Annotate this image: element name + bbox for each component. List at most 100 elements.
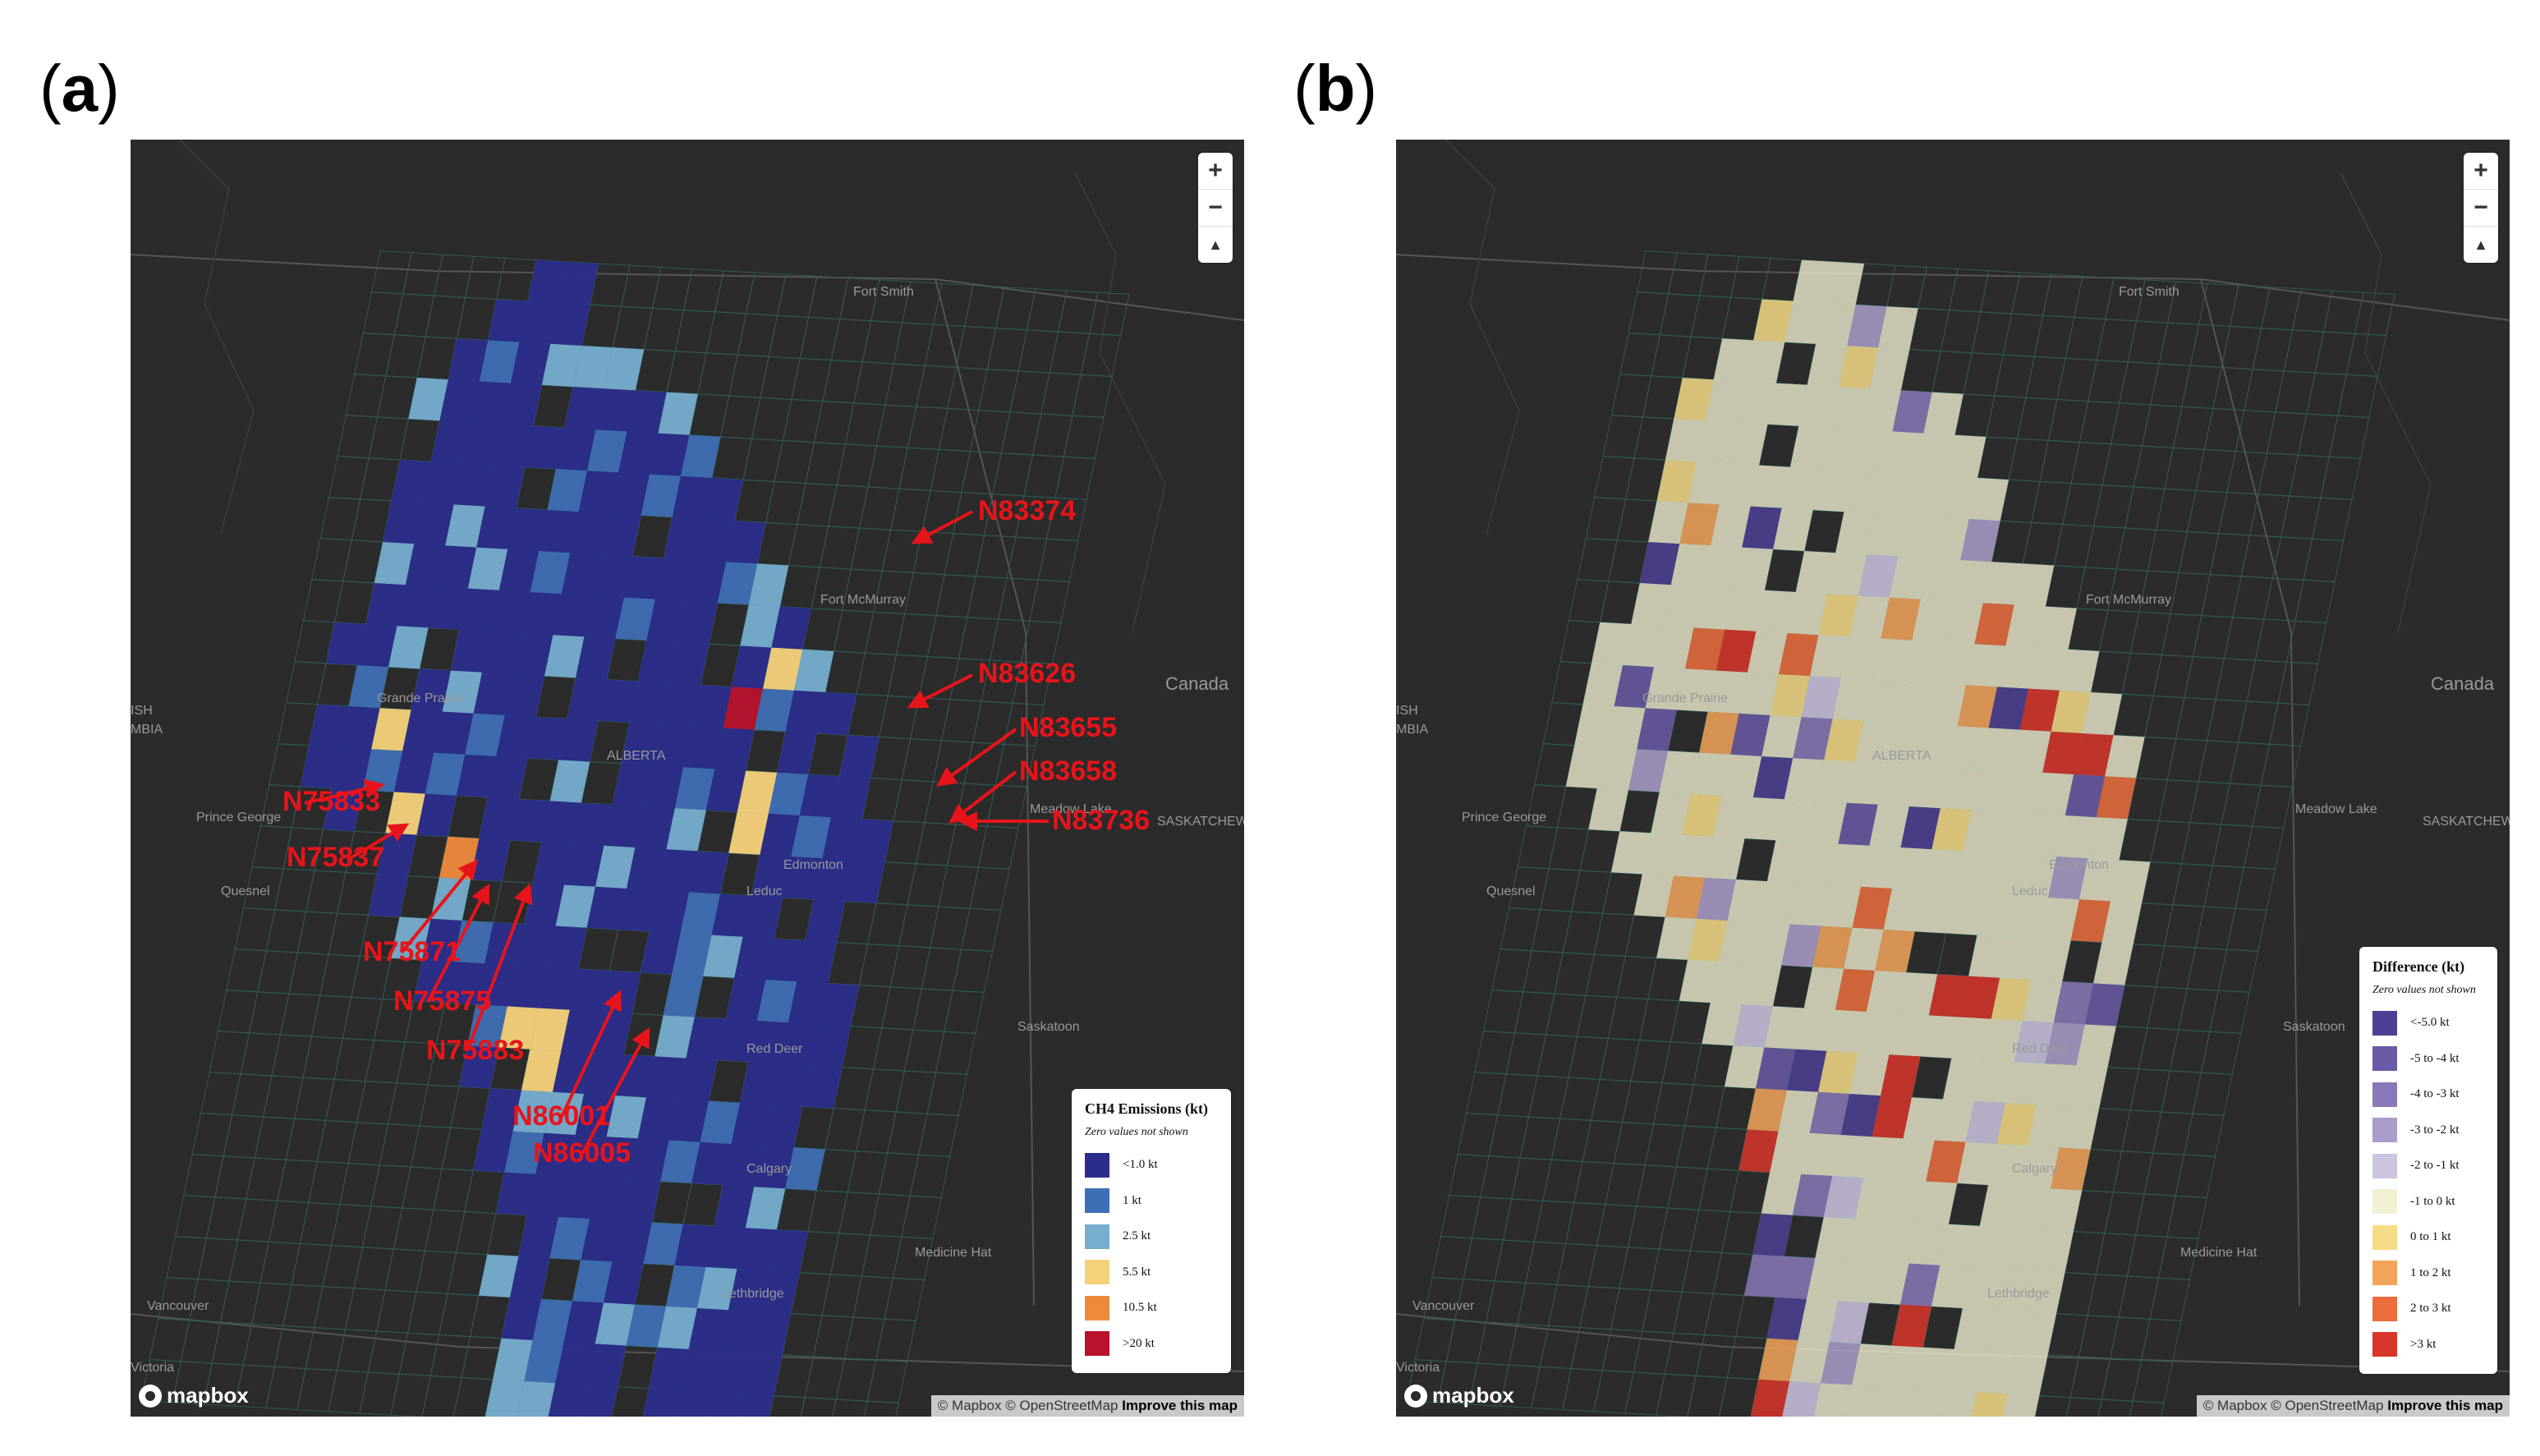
difference-cell [1679,503,1720,546]
emission-cell [479,1254,519,1298]
difference-cell [1767,840,1807,884]
difference-cell [1988,687,2028,730]
place-labels-b: Fort Smith Fort McMurray Canada Grande Prai… [1396,285,2510,1375]
grid-cell [2034,1395,2071,1417]
map-b-canvas[interactable]: Fort Smith Fort McMurray Canada Grande Prai… [1396,140,2510,1417]
emission-cell [504,674,544,718]
difference-cell [2084,983,2125,1027]
difference-cell [1954,851,1995,894]
difference-cell [1748,631,1788,674]
difference-cell [1912,599,1952,642]
difference-cell [1793,717,1833,760]
zoom-out-button[interactable]: − [2464,190,2498,227]
emission-cell [563,1301,604,1344]
emission-cell [751,1311,791,1355]
grid-cell [2065,1397,2102,1417]
legend-item: 0 to 1 kt [2372,1219,2484,1256]
difference-cell [1847,305,1887,348]
emission-cell [473,1129,513,1173]
emission-cell [595,845,636,889]
map-b[interactable]: Fort Smith Fort McMurray Canada Grande Prai… [1396,140,2510,1417]
annotation-arrow [466,883,533,1052]
emission-cell [592,1012,632,1055]
emission-cell [839,735,880,779]
emission-cell [627,390,667,434]
difference-cell [1979,1185,2020,1229]
emission-cell [681,434,721,478]
improve-map-link[interactable]: Improve this map [1122,1398,1238,1413]
legend-swatch [1085,1295,1109,1321]
zoom-out-button[interactable]: − [1198,190,1233,227]
mapbox-logo[interactable]: mapbox [1404,1383,1514,1408]
difference-cell [1996,1103,2037,1146]
difference-cell [2037,606,2077,650]
emission-cell [476,506,517,549]
difference-cell [1744,797,1784,841]
emission-cell [711,1351,751,1394]
difference-cell [1875,472,1915,516]
emission-cell [623,556,664,599]
emission-cell [411,668,451,712]
legend-item: 2.5 kt [1085,1219,1218,1255]
difference-cell [1878,306,1918,350]
map-a-canvas[interactable]: Fort Smith Fort McMurray Canada Grande Prai… [131,140,1244,1417]
mapbox-logo[interactable]: mapbox [139,1383,249,1408]
grid-cell [863,1400,899,1417]
difference-cell [1858,1012,1898,1055]
emission-cell [535,1132,576,1176]
emission-cell [393,751,434,794]
difference-cell [1926,1140,1966,1183]
emission-cell [576,636,616,680]
difference-cell [2105,735,2145,779]
difference-cell [1645,667,1685,710]
difference-cell [1730,713,1771,756]
annotation-label: N83374 [978,495,1076,526]
grid-cell [1656,1373,1697,1417]
legend-item: >3 kt [2372,1327,2484,1363]
difference-cell [1994,811,2034,855]
emission-cell [555,884,595,928]
annotation-label: N83658 [1019,756,1117,787]
zoom-control-b[interactable]: + − ▲ [2464,153,2498,263]
difference-cell [1963,810,2003,853]
difference-cell [1588,788,1628,832]
difference-cell [1906,474,1946,517]
zoom-in-button[interactable]: + [1198,153,1233,190]
difference-cell [1674,834,1714,878]
difference-cell [1631,583,1671,627]
place-label: Saskatoon [1017,1020,1080,1034]
emission-cell [745,1187,786,1230]
emission-cell [771,1063,811,1107]
emission-cell [756,980,797,1023]
difference-cell [2037,1063,2077,1107]
emission-cell [748,563,789,607]
emission-cell [556,428,596,471]
emission-cell [785,690,825,733]
compass-icon[interactable]: ▲ [1208,236,1223,253]
difference-cell [1853,429,1893,473]
emission-cell [485,922,525,966]
legend-item: -1 to 0 kt [2372,1184,2484,1220]
emission-cell [641,931,681,975]
improve-map-link[interactable]: Improve this map [2387,1398,2503,1413]
difference-cell [1821,884,1861,928]
map-a[interactable]: Fort Smith Fort McMurray Canada Grande Prai… [131,140,1244,1417]
mapbox-logo-icon [1404,1384,1427,1408]
emission-cell [742,895,783,939]
emission-cell [589,1178,630,1221]
emission-cell [439,379,480,423]
difference-cell [1883,889,1923,932]
emission-cell [641,474,681,517]
difference-cell [2051,690,2091,733]
difference-cell [1935,642,1975,686]
emission-cell [549,760,590,803]
difference-cell [1705,836,1745,880]
zoom-in-button[interactable]: + [2464,153,2498,190]
compass-icon[interactable]: ▲ [2473,236,2488,253]
legend-swatch [2372,1332,2397,1357]
difference-cell [1676,668,1716,712]
zoom-control-a[interactable]: + − ▲ [1198,153,1233,263]
difference-cell [1623,624,1663,668]
emission-cell [726,521,766,564]
emission-cell [541,801,581,844]
